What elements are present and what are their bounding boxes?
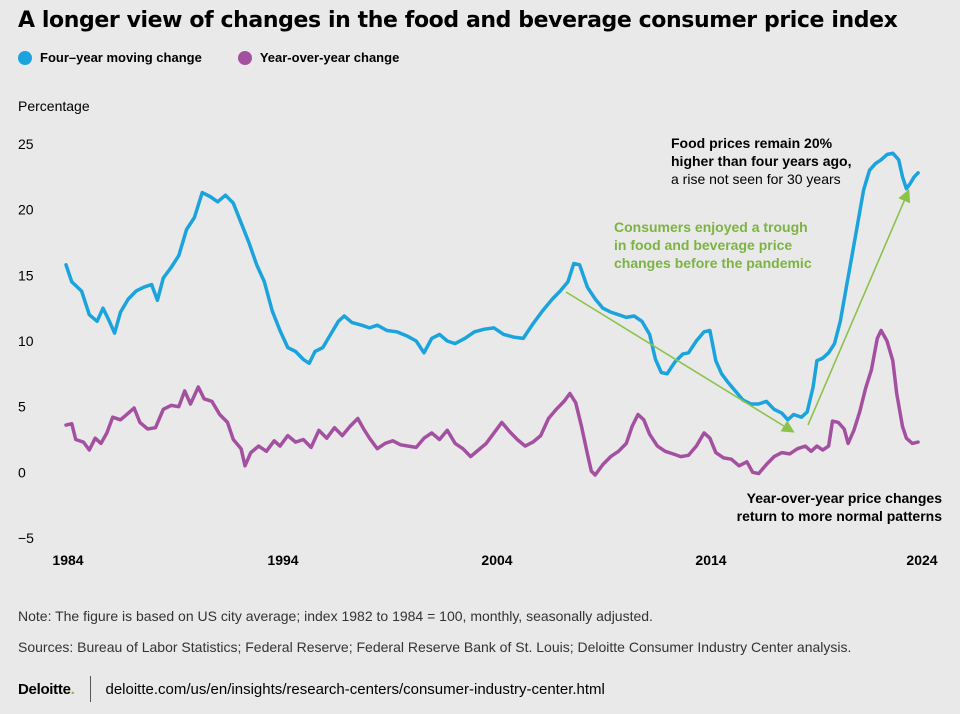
y-tick-label: 10 bbox=[18, 333, 34, 349]
note-text: Note: The figure is based on US city ave… bbox=[18, 608, 653, 624]
annotation-text: changes before the pandemic bbox=[614, 255, 812, 271]
legend: Four–year moving change Year-over-year c… bbox=[18, 50, 399, 65]
annotation-text: a rise not seen for 30 years bbox=[671, 171, 841, 187]
legend-swatch-year-over-year bbox=[237, 50, 252, 65]
chart-title: A longer view of changes in the food and… bbox=[18, 8, 898, 33]
annotation-text: Year-over-year price changes bbox=[747, 490, 943, 506]
y-tick-label: 25 bbox=[18, 136, 34, 152]
legend-item-year-over-year: Year-over-year change bbox=[237, 50, 400, 65]
annotation-text: Consumers enjoyed a trough bbox=[614, 219, 808, 235]
rise-arrow bbox=[807, 189, 911, 426]
y-tick-label: 5 bbox=[18, 399, 26, 415]
legend-label-year-over-year: Year-over-year change bbox=[259, 50, 400, 65]
footer-url: deloitte.com/us/en/insights/research-cen… bbox=[105, 680, 605, 698]
annotation-text: higher than four years ago, bbox=[671, 153, 851, 169]
y-tick-label: 15 bbox=[18, 267, 34, 283]
annotation-text: return to more normal patterns bbox=[737, 508, 943, 524]
x-tick-label: 2004 bbox=[481, 552, 512, 568]
y-tick-label: 20 bbox=[18, 202, 34, 218]
footer-divider bbox=[90, 676, 92, 702]
x-tick-label: 1984 bbox=[52, 552, 83, 568]
sources-text: Sources: Bureau of Labor Statistics; Fed… bbox=[18, 639, 852, 655]
x-tick-label: 2014 bbox=[695, 552, 726, 568]
logo-dot: . bbox=[70, 680, 75, 698]
line-chart: 25 20 15 10 5 0 −5 1984 1994 2004 2014 2024 Food pri… bbox=[18, 135, 943, 568]
series-line-year-over-year bbox=[64, 328, 920, 477]
deloitte-logo: Deloitte. bbox=[18, 680, 75, 698]
x-tick-label: 1994 bbox=[267, 552, 298, 568]
legend-label-four-year: Four–year moving change bbox=[40, 50, 202, 65]
footer: Deloitte. deloitte.com/us/en/insights/re… bbox=[18, 676, 605, 702]
logo-text: Deloitte bbox=[18, 680, 71, 698]
series-line-four-year bbox=[64, 151, 920, 422]
y-tick-label: −5 bbox=[18, 530, 34, 546]
annotation-text: in food and beverage price bbox=[614, 237, 792, 253]
annotation-text: Food prices remain 20% bbox=[671, 135, 833, 151]
trough-arrow bbox=[565, 291, 795, 433]
legend-swatch-four-year bbox=[18, 50, 32, 65]
legend-item-four-year: Four–year moving change bbox=[18, 50, 202, 65]
y-tick-label: 0 bbox=[18, 464, 26, 480]
y-axis-label: Percentage bbox=[18, 98, 90, 114]
x-tick-label: 2024 bbox=[906, 552, 937, 568]
